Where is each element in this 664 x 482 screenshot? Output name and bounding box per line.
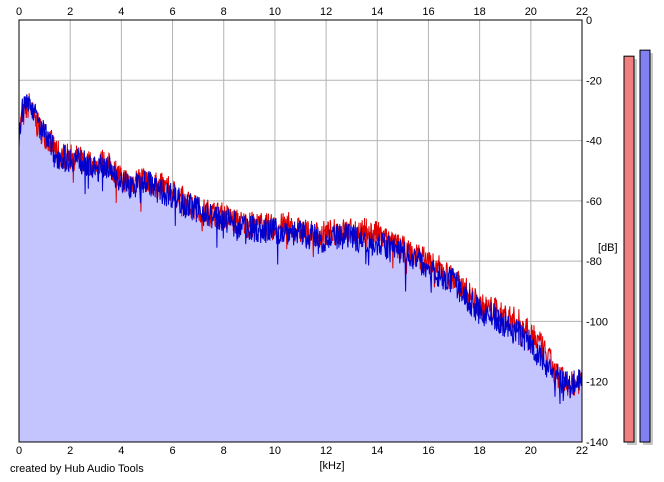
- x-tick-top-2: 4: [118, 6, 124, 18]
- level-meter-1: [639, 49, 651, 443]
- x-tick-top-4: 8: [221, 6, 227, 18]
- x-tick-bottom-2: 4: [118, 445, 124, 457]
- x-tick-top-6: 12: [320, 6, 332, 18]
- series-line-1: [18, 94, 583, 405]
- x-ticks-bottom: 0 2 4 6 8 10 12 14 16 18 20 22: [16, 445, 588, 457]
- x-tick-bottom-7: 14: [371, 445, 383, 457]
- x-tick-bottom-1: 2: [67, 445, 73, 457]
- x-tick-top-8: 16: [422, 6, 434, 18]
- y-ticks: 0 -20 -40 -60 -80 -100 -120 -140: [586, 15, 608, 449]
- y-tick-4: -80: [586, 256, 602, 268]
- y-tick-6: -120: [586, 377, 608, 389]
- plot-border: [18, 19, 583, 443]
- x-axis-label: [kHz]: [319, 460, 344, 472]
- y-tick-2: -40: [586, 136, 602, 148]
- x-tick-top-0: 0: [16, 6, 22, 18]
- x-tick-bottom-10: 20: [525, 445, 537, 457]
- x-tick-top-11: 22: [576, 6, 588, 18]
- series-lines: [18, 93, 583, 405]
- spectrum-fill: [19, 93, 582, 443]
- x-ticks-top: 0 2 4 6 8 10 12 14 16 18 20 22: [16, 6, 588, 18]
- spectrum-fill-area: [19, 93, 582, 443]
- y-tick-1: -20: [586, 75, 602, 87]
- y-tick-7: -140: [586, 437, 608, 449]
- x-tick-top-7: 14: [371, 6, 383, 18]
- x-tick-top-1: 2: [67, 6, 73, 18]
- y-tick-0: 0: [586, 15, 592, 27]
- x-tick-bottom-4: 8: [221, 445, 227, 457]
- x-tick-top-3: 6: [169, 6, 175, 18]
- x-tick-bottom-6: 12: [320, 445, 332, 457]
- y-tick-3: -60: [586, 196, 602, 208]
- y-tick-5: -100: [586, 316, 608, 328]
- x-tick-top-5: 10: [269, 6, 281, 18]
- y-axis-label: [dB]: [598, 242, 618, 254]
- plot-frame: [18, 19, 583, 443]
- x-tick-bottom-8: 16: [422, 445, 434, 457]
- level-meter-0: [623, 55, 635, 443]
- credit-text: created by Hub Audio Tools: [10, 463, 144, 475]
- x-tick-bottom-3: 6: [169, 445, 175, 457]
- x-tick-bottom-9: 18: [474, 445, 486, 457]
- x-tick-bottom-0: 0: [16, 445, 22, 457]
- x-tick-top-10: 20: [525, 6, 537, 18]
- x-tick-top-9: 18: [474, 6, 486, 18]
- level-meters: [623, 49, 653, 446]
- x-tick-bottom-5: 10: [269, 445, 281, 457]
- x-tick-bottom-11: 22: [576, 445, 588, 457]
